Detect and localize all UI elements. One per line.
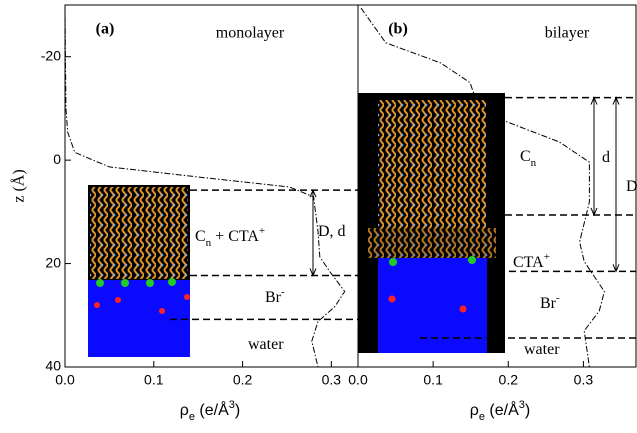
annotation-part: n [531,157,537,169]
annotation-part: + CTA [211,228,259,245]
panel-label: (b) [388,21,408,38]
annotation-part: water [524,341,560,358]
x-tick-label: 0.0 [55,372,75,388]
x-tick-label: 0.0 [348,372,368,388]
annotation-part: water [248,336,284,353]
arrow-head [612,96,620,273]
y-tick-label: 20 [45,254,61,270]
annotation-part: - [281,286,285,298]
x-axis-label: ρe (e/Å3) [470,399,530,423]
annotation-part: CTA [513,254,544,271]
y-axis-label: z (Å) [10,169,28,202]
annotation: Cn + CTA+ [195,225,265,249]
annotation: D, d [318,223,346,240]
panel-subtitle: monolayer [216,25,285,42]
annotation-part: D, d [318,223,346,240]
x-tick-label: 0.3 [322,372,342,388]
annotation-part: C [195,228,206,245]
x-axis-label-part: ) [525,402,530,419]
arrow-head [590,96,598,217]
x-tick-label: 0.2 [499,372,519,388]
annotation-part: - [556,292,560,304]
annotation: Br- [265,286,285,306]
x-axis-label-part: 3 [519,399,525,411]
x-tick-label: 0.3 [574,372,594,388]
annotation-part: d [602,149,610,166]
density-profile [360,7,605,368]
annotation-part: + [544,251,550,263]
annotation-part: C [520,148,531,165]
annotation-part: + [259,225,265,237]
annotation-part: D [626,178,637,195]
x-axis-label-part: ρ [180,402,189,419]
annotation-part: Br [265,289,282,306]
x-axis-label-part: e [189,411,195,423]
x-axis-label-part: (e/Å [195,400,229,419]
panel-subtitle: bilayer [545,25,590,42]
annotation: CTA+ [513,251,550,271]
annotation: D [626,178,637,195]
annotation-part: Br [540,295,557,312]
panel-label: (a) [96,21,115,38]
y-tick-label: -20 [41,47,61,63]
annotation: Br- [540,292,560,312]
annotation: water [524,341,560,358]
inset-image-b [358,93,505,353]
annotation: Cn [520,148,537,169]
y-tick-label: 40 [45,358,61,374]
annotation: water [248,336,284,353]
x-axis-label-part: ) [235,402,240,419]
x-axis-label-part: e [479,411,485,423]
plot-frame [357,4,637,368]
x-axis-label: ρe (e/Å3) [180,399,240,423]
x-tick-label: 0.1 [144,372,164,388]
y-tick-label: 0 [53,151,61,167]
x-axis-label-part: 3 [229,399,235,411]
x-tick-label: 0.1 [423,372,443,388]
x-axis-label-part: ρ [470,402,479,419]
annotation: d [602,149,610,166]
inset-image-a [88,185,190,357]
x-axis-label-part: (e/Å [485,400,519,419]
annotation-part: n [206,237,212,249]
arrow-head [309,188,317,277]
x-tick-label: 0.2 [233,372,253,388]
density-profile [64,4,346,368]
